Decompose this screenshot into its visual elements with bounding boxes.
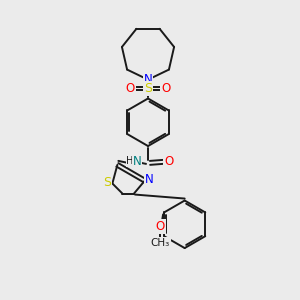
Text: O: O (126, 82, 135, 95)
Text: O: O (164, 155, 173, 168)
Text: S: S (103, 176, 111, 189)
Text: O: O (161, 82, 170, 95)
Text: N: N (144, 73, 152, 86)
Text: H: H (127, 156, 134, 166)
Text: CH₃: CH₃ (151, 238, 170, 248)
Text: S: S (144, 82, 152, 95)
Text: O: O (155, 220, 165, 233)
Text: N: N (146, 173, 154, 186)
Text: N: N (133, 155, 142, 168)
